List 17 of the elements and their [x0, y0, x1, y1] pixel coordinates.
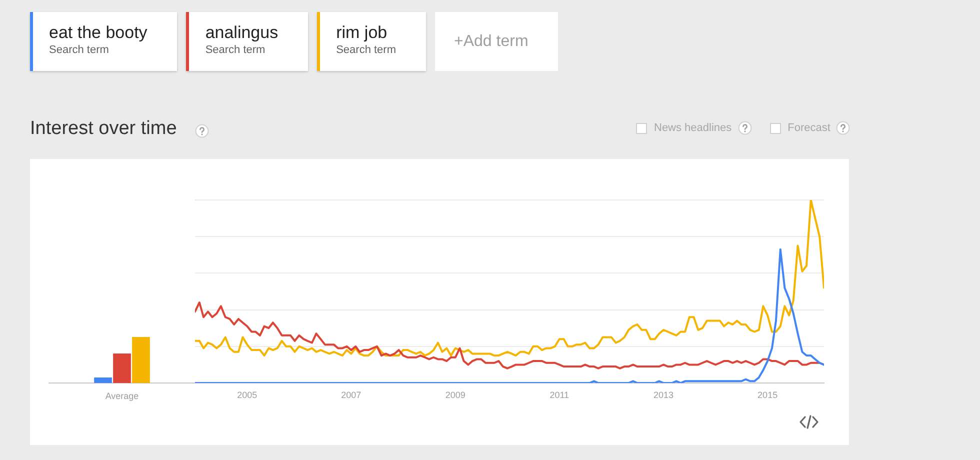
- x-tick-label: 2015: [758, 390, 778, 400]
- x-tick-label: 2013: [654, 390, 674, 400]
- text: Search term: [205, 44, 266, 57]
- x-tick-label: 2009: [445, 390, 466, 400]
- legend-label: rim job: [336, 22, 388, 44]
- x-tick-label: 2007: [341, 390, 362, 400]
- text: Forecast: [788, 121, 830, 136]
- chart-title: Interest over time: [30, 117, 177, 141]
- x-tick-label: Average: [105, 390, 139, 401]
- add-button: +Add term: [435, 12, 558, 71]
- x-tick-label: 2011: [550, 390, 570, 400]
- text: Search term: [336, 44, 396, 57]
- legend-label: eat the booty: [49, 22, 148, 44]
- legend-label: analingus: [205, 22, 278, 44]
- text: News headlines: [654, 121, 732, 136]
- x-tick-label: 2005: [237, 390, 258, 400]
- text: Search term: [49, 44, 110, 57]
